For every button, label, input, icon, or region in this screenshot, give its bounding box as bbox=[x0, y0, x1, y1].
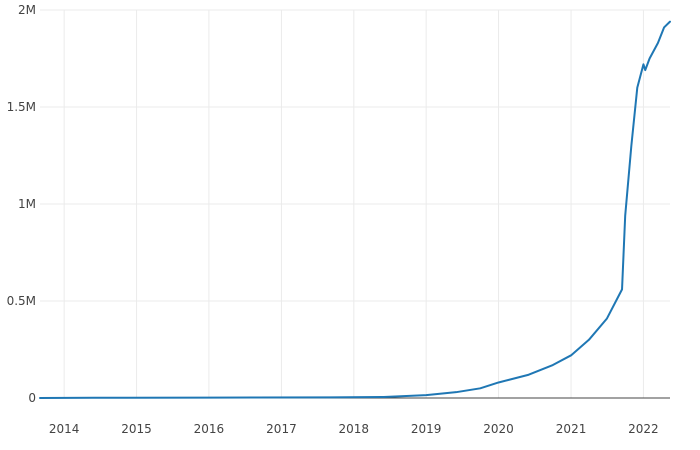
y-tick-label-2M: 2M bbox=[18, 3, 36, 17]
y-tick-label-1.5M: 1.5M bbox=[7, 100, 36, 114]
x-tick-label-2019: 2019 bbox=[411, 422, 442, 436]
axes: 2014 2015 2016 2017 2018 2019 2020 2021 2022 0 0.5… bbox=[7, 3, 670, 436]
x-tick-label-2017: 2017 bbox=[266, 422, 297, 436]
x-tick-label-2022: 2022 bbox=[628, 422, 659, 436]
gridlines bbox=[40, 9, 670, 398]
x-tick-label-2016: 2016 bbox=[194, 422, 225, 436]
x-tick-label-2020: 2020 bbox=[483, 422, 514, 436]
x-tick-label-2014: 2014 bbox=[49, 422, 80, 436]
x-tick-label-2015: 2015 bbox=[121, 422, 152, 436]
y-tick-label-0: 0 bbox=[28, 391, 36, 405]
x-tick-label-2018: 2018 bbox=[339, 422, 370, 436]
y-tick-label-0.5M: 0.5M bbox=[7, 294, 36, 308]
x-tick-label-2021: 2021 bbox=[556, 422, 587, 436]
series-line-0 bbox=[39, 20, 671, 399]
y-tick-label-1M: 1M bbox=[18, 197, 36, 211]
series-layer bbox=[39, 20, 671, 399]
